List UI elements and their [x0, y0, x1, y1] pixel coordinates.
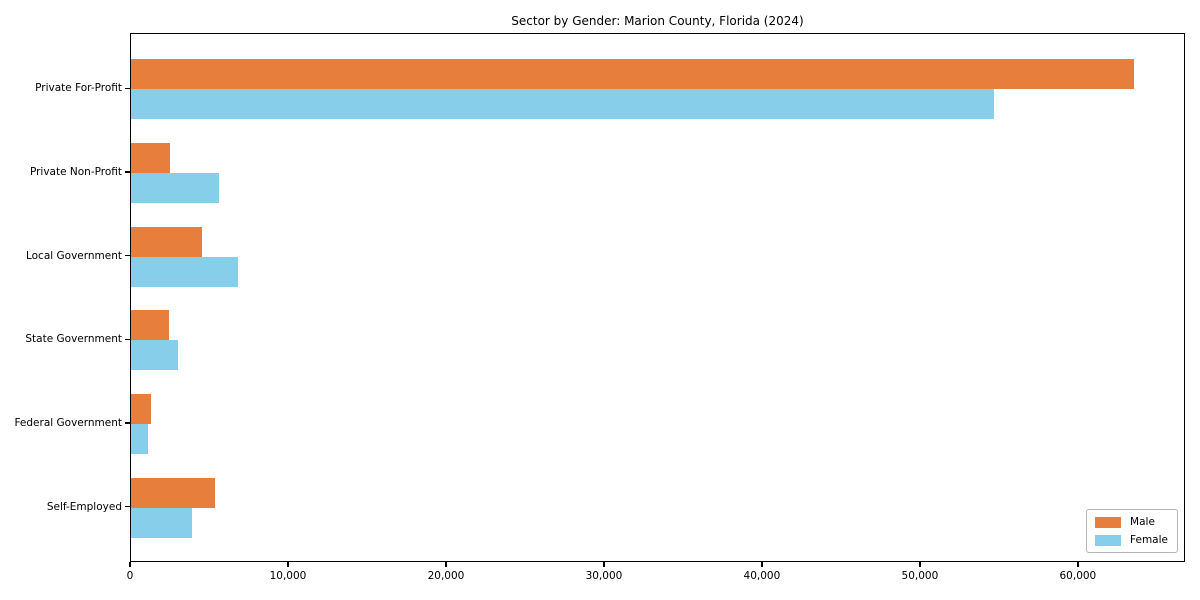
bar-female-private-non-profit — [131, 173, 220, 204]
legend-label-male: Male — [1130, 516, 1155, 528]
y-tick-mark — [125, 422, 130, 424]
bar-female-federal-government — [131, 424, 148, 454]
x-tick-label-50000: 50,000 — [901, 570, 939, 582]
x-tick-mark — [603, 562, 605, 567]
y-tick-mark — [125, 338, 130, 341]
y-tick-label-private-non-profit: Private Non-Profit — [29, 166, 122, 179]
x-tick-mark — [761, 562, 763, 567]
male-series-swatch — [1095, 516, 1122, 528]
x-tick-label-0: 0 — [126, 570, 134, 582]
bar-male-local-government — [131, 226, 203, 257]
bar-male-self-employed — [131, 477, 216, 508]
legend-entry-female: Female — [1095, 534, 1168, 546]
x-tick-mark — [287, 562, 289, 567]
x-tick-mark — [129, 562, 131, 567]
y-tick-label-self-employed: Self-Employed — [46, 500, 122, 513]
bar-female-local-government — [131, 256, 239, 287]
x-tick-label-20000: 20,000 — [427, 570, 465, 582]
x-tick-mark — [445, 562, 447, 567]
x-tick-mark — [1077, 562, 1079, 567]
legend-entry-male: Male — [1095, 516, 1168, 528]
y-tick-label-private-for-profit: Private For-Profit — [35, 82, 122, 95]
bar-female-self-employed — [131, 507, 193, 538]
chart-title: Sector by Gender: Marion County, Florida… — [511, 14, 804, 28]
y-tick-label-federal-government: Federal Government — [14, 417, 122, 429]
female-series-swatch — [1095, 534, 1122, 546]
y-tick-mark — [125, 171, 130, 173]
bar-male-state-government — [131, 310, 169, 341]
plot-area: Male Female — [130, 33, 1185, 562]
x-tick-label-10000: 10,000 — [269, 570, 307, 582]
x-tick-label-40000: 40,000 — [743, 570, 781, 582]
x-tick-mark — [919, 562, 921, 567]
bar-male-federal-government — [131, 394, 152, 424]
legend: Male Female — [1086, 509, 1178, 553]
y-tick-label-state-government: State Government — [25, 333, 122, 346]
x-tick-label-60000: 60,000 — [1059, 570, 1097, 582]
x-tick-label-30000: 30,000 — [585, 570, 623, 582]
y-tick-mark — [125, 87, 130, 90]
y-tick-mark — [125, 254, 130, 257]
y-tick-mark — [125, 505, 130, 508]
bar-female-state-government — [131, 340, 179, 371]
legend-label-female: Female — [1130, 534, 1168, 546]
bar-male-private-non-profit — [131, 143, 170, 174]
bar-male-private-for-profit — [131, 59, 1134, 90]
y-tick-label-local-government: Local Government — [25, 249, 122, 262]
bar-female-private-for-profit — [131, 89, 994, 120]
